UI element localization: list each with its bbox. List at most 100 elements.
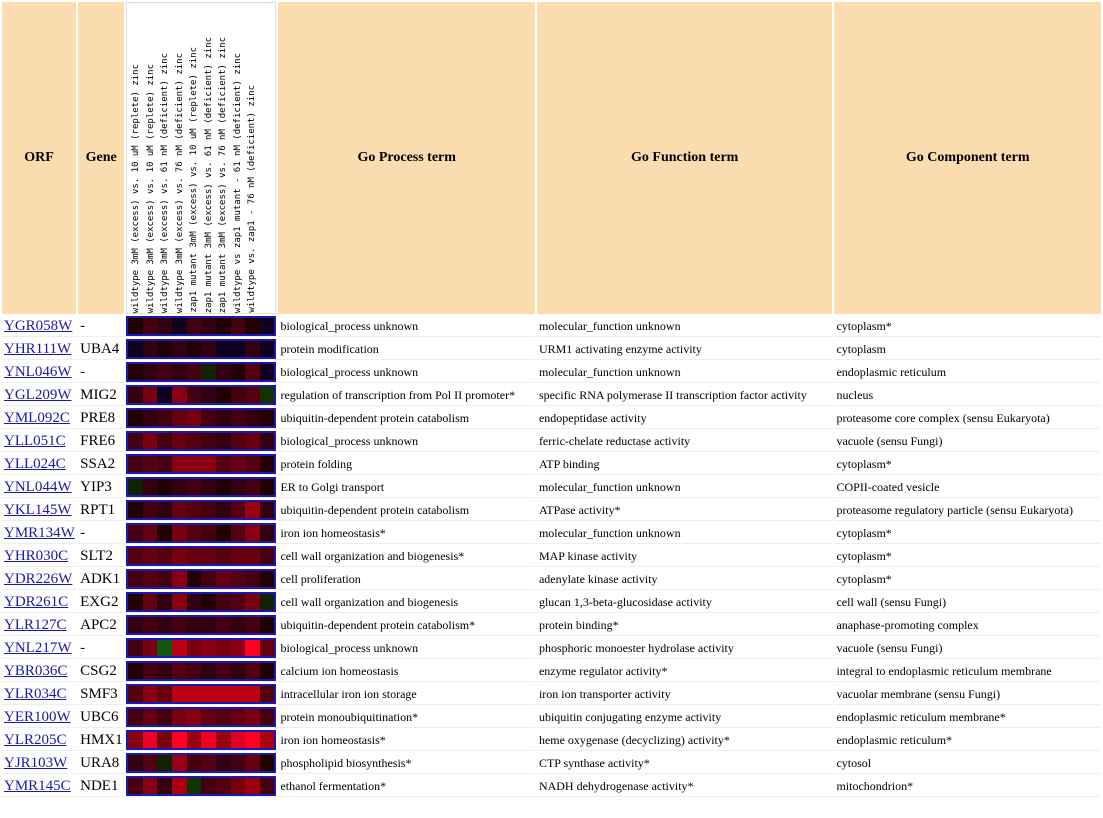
heatmap-cell xyxy=(126,546,277,567)
function-cell: ATP binding xyxy=(536,454,833,475)
heatmap xyxy=(126,592,277,612)
condition-label: zap1 mutant 3mM (excess) vs. 61 nM (defi… xyxy=(203,36,214,313)
component-cell: cell wall (sensu Fungi) xyxy=(834,592,1101,613)
heatmap-block xyxy=(215,387,231,403)
function-cell: ubiquitin conjugating enzyme activity xyxy=(536,707,833,728)
heatmap-block xyxy=(259,318,275,334)
condition-label: wildtype 3mM (excess) vs. 76 nM (deficie… xyxy=(174,52,185,313)
heatmap-block xyxy=(186,456,202,472)
heatmap-cell xyxy=(126,753,277,774)
heatmap-block xyxy=(128,525,143,541)
orf-link[interactable]: YMR145C xyxy=(4,777,71,794)
heatmap-block xyxy=(245,686,260,702)
heatmap-block xyxy=(201,525,216,541)
heatmap-block xyxy=(128,640,143,656)
orf-link[interactable]: YBR036C xyxy=(4,662,68,679)
function-cell: endopeptidase activity xyxy=(536,408,833,429)
table-row: YLR127C APC2 ubiquitin-dependent protein c… xyxy=(2,615,1101,636)
results-table: ORF Gene wildtype 3mM (excess) vs. 10 uM… xyxy=(2,2,1101,797)
process-cell: cell wall organization and biogenesis* xyxy=(278,546,535,567)
heatmap-cell xyxy=(126,339,277,360)
component-cell: COPII-coated vesicle xyxy=(834,477,1101,498)
process-cell: regulation of transcription from Pol II … xyxy=(278,385,535,406)
heatmap-cell xyxy=(126,523,277,544)
function-cell: ferric-chelate reductase activity xyxy=(536,431,833,452)
orf-link[interactable]: YKL145W xyxy=(4,501,72,518)
process-cell: phospholipid biosynthesis* xyxy=(278,753,535,774)
function-cell: CTP synthase activity* xyxy=(536,753,833,774)
orf-link[interactable]: YLL024C xyxy=(4,455,66,472)
component-cell: vacuole (sensu Fungi) xyxy=(834,431,1101,452)
heatmap-cell xyxy=(126,638,277,659)
orf-link[interactable]: YDR261C xyxy=(4,593,69,610)
heatmap-block xyxy=(259,456,275,472)
orf-cell: YGL209W xyxy=(2,385,77,406)
heatmap-block xyxy=(186,617,202,633)
orf-link[interactable]: YLR127C xyxy=(4,616,67,633)
heatmap-cell xyxy=(126,316,277,337)
orf-link[interactable]: YNL044W xyxy=(4,478,72,495)
process-cell: biological_process unknown xyxy=(278,362,535,383)
heatmap-block xyxy=(259,387,275,403)
heatmap-block xyxy=(172,732,187,748)
heatmap-cell xyxy=(126,408,277,429)
function-cell: glucan 1,3-beta-glucosidase activity xyxy=(536,592,833,613)
component-cell: cytoplasm* xyxy=(834,569,1101,590)
component-cell: anaphase-promoting complex xyxy=(834,615,1101,636)
component-cell: proteasome regulatory particle (sensu Eu… xyxy=(834,500,1101,521)
orf-link[interactable]: YNL217W xyxy=(4,639,72,656)
heatmap-block xyxy=(201,318,216,334)
orf-link[interactable]: YMR134W xyxy=(4,524,75,541)
heatmap-block xyxy=(201,456,216,472)
orf-link[interactable]: YNL046W xyxy=(4,363,72,380)
orf-link[interactable]: YDR226W xyxy=(4,570,73,587)
header-gene: Gene xyxy=(78,2,125,314)
orf-link[interactable]: YHR030C xyxy=(4,547,69,564)
orf-link[interactable]: YLR034C xyxy=(4,685,67,702)
heatmap xyxy=(126,454,277,474)
process-cell: ubiquitin-dependent protein catabolism xyxy=(278,408,535,429)
orf-cell: YLR127C xyxy=(2,615,77,636)
heatmap-block xyxy=(157,640,173,656)
heatmap-block xyxy=(172,617,187,633)
table-row: YLL024C SSA2 protein folding ATP binding cyt… xyxy=(2,454,1101,475)
heatmap-block xyxy=(186,341,202,357)
heatmap-block xyxy=(128,387,143,403)
condition-label: zap1 mutant 3mM (excess) vs. 10 uM (repl… xyxy=(189,47,200,313)
heatmap-block xyxy=(230,318,246,334)
heatmap-block xyxy=(201,410,216,426)
orf-link[interactable]: YGL209W xyxy=(4,386,72,403)
heatmap-block xyxy=(245,617,260,633)
orf-link[interactable]: YHR111W xyxy=(4,340,72,357)
heatmap-block xyxy=(172,364,187,380)
orf-link[interactable]: YML092C xyxy=(4,409,70,426)
heatmap-block xyxy=(186,410,202,426)
heatmap-block xyxy=(172,410,187,426)
heatmap-block xyxy=(186,479,202,495)
heatmap-block xyxy=(157,663,173,679)
heatmap-block xyxy=(157,686,173,702)
orf-link[interactable]: YGR058W xyxy=(4,317,73,334)
table-row: YML092C PRE8 ubiquitin-dependent protein c… xyxy=(2,408,1101,429)
process-cell: calcium ion homeostasis xyxy=(278,661,535,682)
orf-link[interactable]: YER100W xyxy=(4,708,71,725)
orf-link[interactable]: YLL051C xyxy=(4,432,66,449)
heatmap-block xyxy=(259,778,275,794)
heatmap-block xyxy=(245,364,260,380)
heatmap-block xyxy=(157,755,173,771)
table-row: YLR205C HMX1 iron ion homeostasis* heme oxy… xyxy=(2,730,1101,751)
process-cell: intracellular iron ion storage xyxy=(278,684,535,705)
table-row: YMR145C NDE1 ethanol fermentation* NADH deh… xyxy=(2,776,1101,797)
heatmap-block xyxy=(215,617,231,633)
orf-link[interactable]: YLR205C xyxy=(4,731,67,748)
heatmap-block xyxy=(172,571,187,587)
heatmap-block xyxy=(172,640,187,656)
component-cell: nucleus xyxy=(834,385,1101,406)
gene-cell: HMX1 xyxy=(78,730,125,751)
heatmap-block xyxy=(230,502,246,518)
gene-cell: APC2 xyxy=(78,615,125,636)
orf-link[interactable]: YJR103W xyxy=(4,754,68,771)
table-row: YNL046W - biological_process unknown molecu… xyxy=(2,362,1101,383)
heatmap-block xyxy=(230,686,246,702)
heatmap-block xyxy=(128,617,143,633)
